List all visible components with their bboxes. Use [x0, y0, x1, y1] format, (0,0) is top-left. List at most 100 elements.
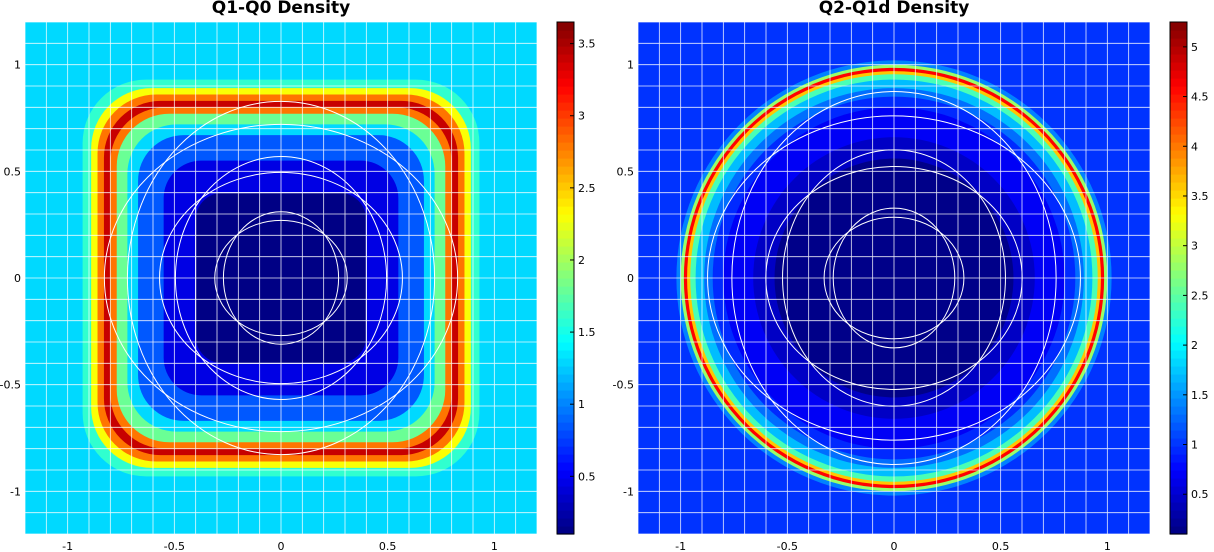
- colorbar-segment: [1170, 270, 1187, 279]
- colorbar-segment: [1170, 414, 1187, 423]
- colorbar-segment: [557, 390, 574, 399]
- colorbar-segment: [557, 150, 574, 159]
- colorbar-segment: [557, 86, 574, 95]
- mesh-curve: [782, 149, 1006, 407]
- colorbar-segment: [557, 30, 574, 39]
- colorbar-tick-label: 1.5: [1191, 389, 1209, 402]
- colorbar-tick-label: 3: [1191, 240, 1198, 253]
- colorbar-segment: [1170, 54, 1187, 63]
- colorbar-frame: [1169, 21, 1188, 535]
- colorbar-segment: [1170, 342, 1187, 351]
- colorbar-segment: [1170, 22, 1187, 31]
- colorbar-segment: [1170, 446, 1187, 455]
- colorbar-segment: [557, 134, 574, 143]
- x-tick-label: 0.5: [379, 540, 397, 552]
- mesh-curves: [103, 100, 459, 456]
- colorbar-segment: [557, 302, 574, 311]
- colorbar-segment: [1170, 382, 1187, 391]
- colorbar-segment: [1170, 46, 1187, 55]
- colorbar-segment: [557, 270, 574, 279]
- colorbar-segment: [557, 318, 574, 327]
- colorbar-segment: [1170, 30, 1187, 39]
- mesh-curve: [707, 115, 1081, 441]
- colorbar-segment: [1170, 438, 1187, 447]
- colorbar-tick-label: 5: [1191, 41, 1198, 54]
- colorbar-segment: [1170, 494, 1187, 503]
- colorbar-segment: [557, 414, 574, 423]
- colorbar-segment: [557, 502, 574, 511]
- mesh-grid: [25, 22, 537, 534]
- colorbar-segment: [557, 374, 574, 383]
- colorbar-segment: [557, 278, 574, 287]
- mesh-curve: [731, 91, 1057, 465]
- colorbar-segment: [557, 406, 574, 415]
- colorbar-segment: [1170, 310, 1187, 319]
- x-tick-label: 1: [1104, 540, 1111, 552]
- colorbar-segment: [557, 230, 574, 239]
- colorbar-segment: [557, 366, 574, 375]
- colorbar-segment: [1170, 358, 1187, 367]
- colorbar-tick-label: 1: [1191, 439, 1198, 452]
- colorbar-segment: [1170, 86, 1187, 95]
- colorbar-segment: [557, 494, 574, 503]
- colorbar-segment: [557, 286, 574, 295]
- colorbar-segment: [1170, 422, 1187, 431]
- mesh-curve: [214, 219, 348, 337]
- colorbar-segment: [1170, 110, 1187, 119]
- mesh-curve: [174, 156, 388, 400]
- y-tick-label: -0.5: [613, 379, 634, 392]
- colorbar-segment: [557, 214, 574, 223]
- x-tick-label: -0.5: [777, 540, 798, 552]
- colorbar-segment: [557, 350, 574, 359]
- heatmap-field: [638, 22, 1150, 534]
- y-tick-label: -0.5: [0, 379, 21, 392]
- colorbar-segment: [1170, 254, 1187, 263]
- colorbar-segment: [557, 54, 574, 63]
- colorbar-tick-label: 0.5: [1191, 488, 1209, 501]
- y-tick-label: 0.5: [4, 165, 22, 178]
- colorbar-segment: [557, 166, 574, 175]
- colorbar-tick-label: 3.5: [1191, 190, 1209, 203]
- colorbar-tick-label: 1: [578, 398, 585, 411]
- colorbar-tick-label: 3.5: [578, 38, 596, 51]
- colorbar-tick-label: 3: [578, 110, 585, 123]
- colorbar-segment: [557, 334, 574, 343]
- colorbar-segment: [557, 78, 574, 87]
- colorbar-segment: [1170, 206, 1187, 215]
- colorbar-segment: [557, 182, 574, 191]
- colorbar-segment: [1170, 238, 1187, 247]
- colorbar-segment: [1170, 350, 1187, 359]
- colorbar-segment: [557, 470, 574, 479]
- colorbar-segment: [557, 478, 574, 487]
- colorbar-segment: [1170, 150, 1187, 159]
- colorbar-segment: [1170, 278, 1187, 287]
- plot-area-1: -1 -0.5 0 0.5 1 1 0.5 0 -0.5 -1: [613, 22, 1150, 552]
- colorbar-0: 3.5 3 2.5 2 1.5 1 0.5: [556, 21, 596, 535]
- colorbar-segment: [1170, 334, 1187, 343]
- y-tick-label: 1: [627, 59, 634, 72]
- x-tick-label: -1: [675, 540, 686, 552]
- mesh-curve: [159, 171, 403, 385]
- colorbar-segment: [557, 158, 574, 167]
- colorbar-segment: [557, 222, 574, 231]
- mesh-curves: [707, 91, 1081, 465]
- colorbar-segment: [557, 430, 574, 439]
- colorbar-segment: [557, 342, 574, 351]
- colorbar-segment: [1170, 94, 1187, 103]
- colorbar-segment: [1170, 222, 1187, 231]
- colorbar-segment: [557, 398, 574, 407]
- mesh-curve: [823, 216, 965, 340]
- colorbar-segment: [1170, 390, 1187, 399]
- colorbar-segment: [557, 246, 574, 255]
- chart-title-left: Q1-Q0 Density: [211, 0, 351, 18]
- colorbar-segment: [1170, 526, 1187, 535]
- heatmap-field: [25, 22, 537, 534]
- colorbar-segment: [1170, 70, 1187, 79]
- colorbar-tick-label: 1.5: [578, 326, 596, 339]
- colorbar-segment: [557, 110, 574, 119]
- colorbar-segment: [1170, 230, 1187, 239]
- colorbar-segment: [1170, 246, 1187, 255]
- colorbar-segment: [1170, 182, 1187, 191]
- colorbar-segment: [1170, 486, 1187, 495]
